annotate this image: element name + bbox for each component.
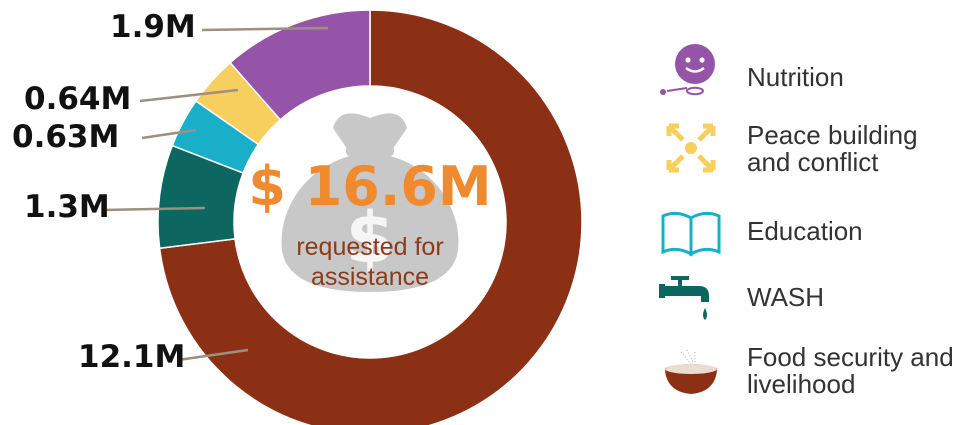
baby-face-icon — [660, 44, 715, 96]
value-label: 12.1M — [78, 339, 186, 375]
value-label: 1.3M — [24, 189, 110, 225]
legend-label-line2: and conflict — [747, 147, 879, 178]
peace-arrows-icon — [666, 123, 716, 173]
money-bag-icon: $ — [281, 113, 459, 292]
value-label: 1.9M — [110, 9, 196, 45]
total-subtitle: requested for assistance — [296, 233, 444, 291]
legend-label: Food security and — [747, 342, 954, 372]
leader-line — [101, 206, 206, 212]
total-requested: $ 16.6M — [248, 155, 492, 218]
book-icon — [661, 211, 721, 257]
legend-label-line2: livelihood — [747, 369, 856, 400]
leader-line — [177, 348, 249, 362]
donut-slice-nutrition — [229, 9, 371, 121]
value-label: 0.64M — [24, 81, 132, 117]
food-bowl-icon — [665, 349, 717, 394]
water-tap-icon — [659, 276, 709, 320]
leader-line — [201, 26, 329, 32]
legend-label: Education — [747, 216, 863, 246]
leader-line — [139, 88, 239, 103]
legend-label: Peace building — [747, 120, 918, 150]
leader-line — [141, 128, 197, 140]
value-label: 0.63M — [12, 119, 120, 155]
legend-label: Nutrition — [747, 62, 844, 92]
donut-slice-food-security-and-livelihood — [158, 9, 583, 425]
svg-text:$: $ — [346, 197, 395, 279]
legend-label: WASH — [747, 282, 825, 312]
